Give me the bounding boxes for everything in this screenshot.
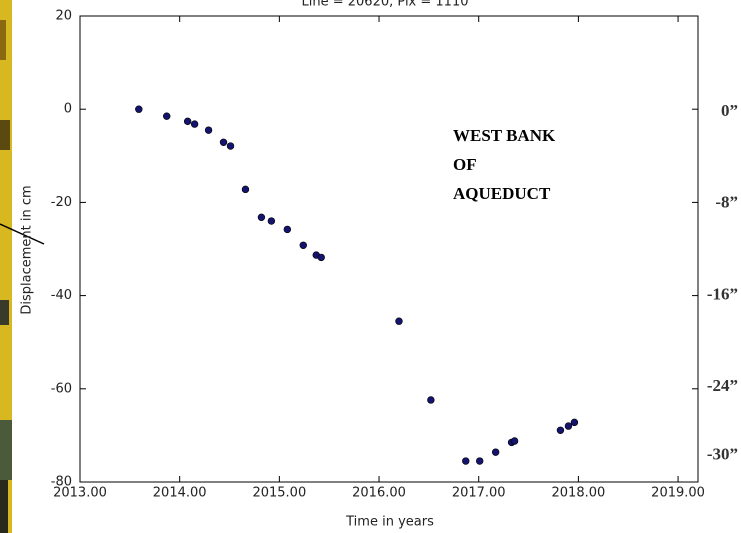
data-point bbox=[476, 458, 483, 465]
x-tick-label: 2013.00 bbox=[53, 486, 107, 501]
data-point bbox=[511, 438, 518, 445]
x-axis-label: Time in years bbox=[345, 515, 434, 530]
y2-tick-label: -24” bbox=[707, 376, 738, 395]
data-point bbox=[300, 242, 307, 249]
plot-frame bbox=[80, 16, 698, 482]
x-tick-label: 2016.00 bbox=[352, 486, 406, 501]
chart: Line = 20620, Pix = 1110 Time in years D… bbox=[0, 0, 741, 533]
y2-tick-label: 0” bbox=[721, 101, 738, 120]
y-tick-label: 0 bbox=[64, 102, 72, 117]
data-point bbox=[135, 106, 142, 113]
x-tick-label: 2014.00 bbox=[153, 486, 207, 501]
y-tick-label: 20 bbox=[55, 9, 72, 24]
data-point bbox=[396, 318, 403, 325]
data-point bbox=[571, 419, 578, 426]
x-tick-label: 2017.00 bbox=[452, 486, 506, 501]
data-point bbox=[205, 127, 212, 134]
data-point bbox=[268, 218, 275, 225]
data-point bbox=[191, 121, 198, 128]
chart-title: Line = 20620, Pix = 1110 bbox=[302, 0, 469, 10]
y2-tick-label: -8” bbox=[715, 193, 738, 212]
y-axis-label: Displacement in cm bbox=[20, 185, 35, 314]
annotation: OF bbox=[453, 155, 477, 174]
data-point bbox=[318, 254, 325, 261]
y2-tick-label: -30” bbox=[707, 445, 738, 464]
data-point bbox=[220, 139, 227, 146]
x-tick-label: 2019.00 bbox=[651, 486, 705, 501]
y-tick-label: -20 bbox=[51, 195, 72, 210]
data-point bbox=[163, 113, 170, 120]
data-point bbox=[184, 118, 191, 125]
annotation: WEST BANK bbox=[453, 126, 556, 145]
y-tick-label: -40 bbox=[51, 288, 72, 303]
x-tick-label: 2018.00 bbox=[552, 486, 606, 501]
data-point bbox=[242, 186, 249, 193]
x-tick-label: 2015.00 bbox=[252, 486, 306, 501]
data-point bbox=[284, 226, 291, 233]
data-point bbox=[227, 143, 234, 150]
data-point bbox=[427, 397, 434, 404]
data-point bbox=[462, 458, 469, 465]
annotation: AQUEDUCT bbox=[453, 184, 551, 203]
data-point bbox=[492, 449, 499, 456]
y-tick-label: -60 bbox=[51, 381, 72, 396]
y2-tick-label: -16” bbox=[707, 284, 738, 303]
data-point bbox=[565, 423, 572, 430]
data-point bbox=[557, 427, 564, 434]
data-point bbox=[258, 214, 265, 221]
